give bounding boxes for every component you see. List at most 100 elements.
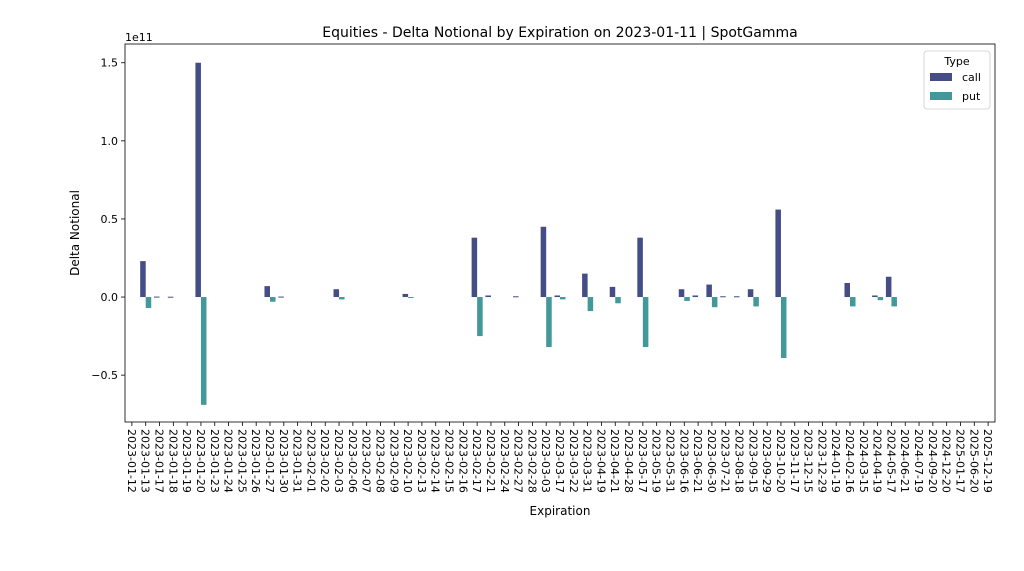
x-tick-label: 2023-02-10 xyxy=(401,429,414,493)
x-tick-label: 2023-11-17 xyxy=(788,429,801,493)
bar-put-2023-01-13 xyxy=(145,297,152,308)
bar-put-2023-10-20 xyxy=(780,297,787,358)
x-tick-label: 2023-04-19 xyxy=(594,429,607,493)
bar-put-2023-04-21 xyxy=(615,297,621,304)
x-tick-label: 2023-06-16 xyxy=(677,429,690,493)
y-axis-label: Delta Notional xyxy=(68,190,82,276)
x-tick-label: 2024-04-19 xyxy=(871,429,884,493)
x-tick-label: 2023-12-29 xyxy=(815,429,828,493)
bar-call-2023-06-30 xyxy=(706,284,712,298)
x-tick-label: 2023-04-28 xyxy=(622,429,635,493)
x-tick-label: 2023-08-18 xyxy=(733,429,746,493)
bar-call-2023-06-21 xyxy=(692,295,699,298)
y-tick-label: 1.0 xyxy=(101,135,119,148)
x-tick-label: 2025-12-19 xyxy=(981,429,994,493)
x-tick-label: 2023-02-17 xyxy=(470,429,483,493)
legend-swatch-put xyxy=(930,92,952,100)
x-tick-label: 2023-01-19 xyxy=(180,429,193,493)
x-axis-label: Expiration xyxy=(530,504,591,518)
x-tick-label: 2023-03-31 xyxy=(581,429,594,493)
bar-call-2023-02-21 xyxy=(485,295,491,298)
x-tick-label: 2023-02-07 xyxy=(360,429,373,493)
x-tick-label: 2023-01-31 xyxy=(291,429,304,493)
x-tick-label: 2023-03-03 xyxy=(539,429,552,493)
x-tick-label: 2025-01-17 xyxy=(953,429,966,493)
bar-call-2023-10-20 xyxy=(775,209,781,298)
x-tick-label: 2023-01-12 xyxy=(125,429,138,493)
bars xyxy=(140,62,897,405)
bar-call-2023-07-21 xyxy=(720,296,726,298)
x-tick-label: 2023-01-17 xyxy=(153,429,166,493)
y-tick-label: 0.0 xyxy=(101,291,119,304)
x-tick-label: 2023-05-17 xyxy=(636,429,649,493)
x-tick-label: 2023-02-15 xyxy=(443,429,456,493)
bar-call-2023-06-16 xyxy=(678,289,685,298)
legend-label-call: call xyxy=(962,71,981,84)
bar-call-2024-05-17 xyxy=(885,276,892,298)
x-axis-ticks: 2023-01-12 2023-01-13 2023-01-17 2023-01-18… xyxy=(125,422,994,493)
x-tick-label: 2023-06-21 xyxy=(691,429,704,493)
bar-put-2023-03-03 xyxy=(546,297,552,348)
y-tick-label: −0.5 xyxy=(91,369,118,382)
x-tick-label: 2023-02-06 xyxy=(346,429,359,493)
x-tick-label: 2024-03-15 xyxy=(857,429,870,493)
bar-call-2023-09-15 xyxy=(747,289,754,298)
bar-call-2023-02-10 xyxy=(402,293,409,298)
x-tick-label: 2023-02-24 xyxy=(498,429,511,493)
bar-call-2023-02-27 xyxy=(513,296,519,298)
x-tick-label: 2023-02-16 xyxy=(456,429,469,493)
x-tick-label: 2024-09-20 xyxy=(926,429,939,493)
bar-put-2023-09-15 xyxy=(753,297,759,307)
x-tick-label: 2023-04-21 xyxy=(608,429,621,493)
x-tick-label: 2023-02-28 xyxy=(525,429,538,493)
bar-put-2023-02-17 xyxy=(477,297,483,337)
y-tick-label: 0.5 xyxy=(101,213,119,226)
x-tick-label: 2024-05-17 xyxy=(884,429,897,493)
x-tick-label: 2023-02-01 xyxy=(304,429,317,493)
x-tick-label: 2023-02-21 xyxy=(484,429,497,493)
x-tick-label: 2024-01-19 xyxy=(829,429,842,493)
x-tick-label: 2023-09-15 xyxy=(746,429,759,493)
x-tick-label: 2023-01-18 xyxy=(166,429,179,493)
bar-call-2023-01-17 xyxy=(154,296,160,298)
x-tick-label: 2023-05-19 xyxy=(650,429,663,493)
chart-title: Equities - Delta Notional by Expiration … xyxy=(322,25,797,41)
bar-put-2023-01-27 xyxy=(270,297,276,302)
x-tick-label: 2023-02-13 xyxy=(415,429,428,493)
x-tick-label: 2023-01-25 xyxy=(235,429,248,493)
bar-call-2024-02-16 xyxy=(844,282,850,298)
x-tick-label: 2023-07-21 xyxy=(719,429,732,493)
x-tick-label: 2023-01-30 xyxy=(277,429,290,493)
x-tick-label: 2023-02-14 xyxy=(429,429,442,493)
bar-call-2023-01-30 xyxy=(278,296,284,298)
bar-put-2023-03-31 xyxy=(587,297,594,312)
x-tick-label: 2023-12-15 xyxy=(802,429,815,493)
bar-put-2024-04-19 xyxy=(877,297,884,301)
x-tick-label: 2023-01-26 xyxy=(249,429,262,493)
bar-call-2023-01-27 xyxy=(264,286,270,298)
x-tick-label: 2023-01-23 xyxy=(208,429,221,493)
bar-put-2023-02-03 xyxy=(339,297,345,300)
bar-call-2023-05-17 xyxy=(637,237,643,298)
x-tick-label: 2023-01-27 xyxy=(263,429,276,493)
bar-put-2023-02-10 xyxy=(408,297,414,299)
x-tick-label: 2023-02-08 xyxy=(373,429,386,493)
legend-swatch-call xyxy=(930,73,952,81)
bar-call-2023-01-18 xyxy=(167,296,174,298)
x-tick-label: 2023-01-20 xyxy=(194,429,207,493)
x-tick-label: 2023-10-20 xyxy=(774,429,787,493)
x-tick-label: 2023-03-17 xyxy=(553,429,566,493)
bar-put-2024-02-16 xyxy=(850,297,856,307)
x-tick-label: 2024-02-16 xyxy=(843,429,856,493)
x-tick-label: 2023-09-29 xyxy=(760,429,773,493)
x-tick-label: 2023-02-02 xyxy=(318,429,331,493)
bar-put-2023-01-20 xyxy=(200,297,207,405)
bar-call-2023-04-21 xyxy=(609,286,616,298)
bar-call-2024-04-19 xyxy=(872,295,878,298)
x-tick-label: 2023-03-22 xyxy=(567,429,580,493)
x-tick-label: 2023-01-13 xyxy=(139,429,152,493)
plot-frame xyxy=(124,43,996,423)
y-axis-ticks: −0.5 0.0 0.5 1.0 1.5 xyxy=(91,57,125,382)
bar-call-2023-03-03 xyxy=(540,226,547,298)
